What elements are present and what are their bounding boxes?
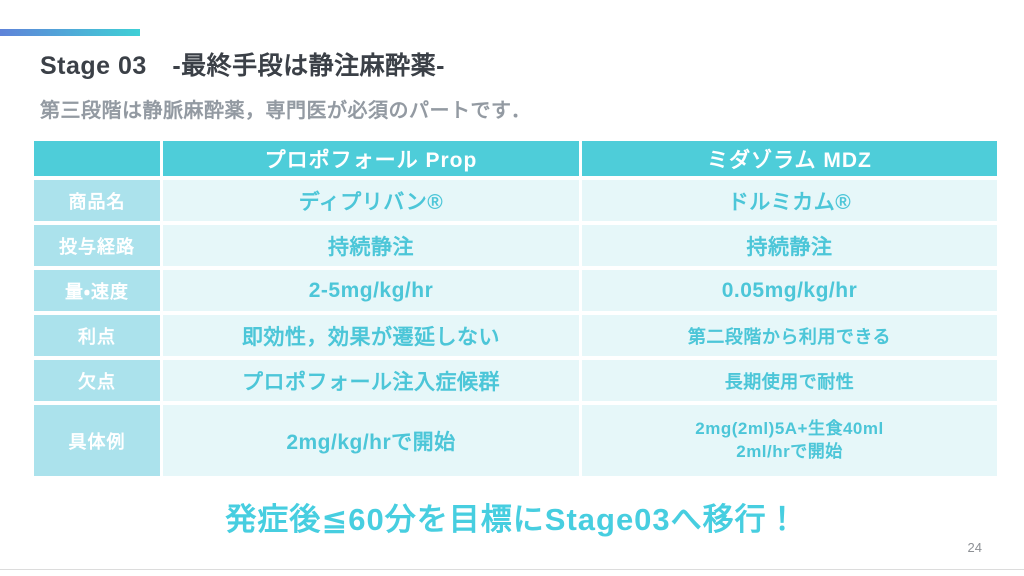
table-row-dose-rate: 量・速度 2-5mg/kg/hr 0.05mg/kg/hr [34,270,997,311]
cell-midazolam-route: 持続静注 [582,225,997,266]
cell-propofol-advantage: 即効性，効果が遷延しない [163,315,579,356]
column-header-midazolam: ミダゾラム MDZ [582,141,997,176]
cell-midazolam-example-line2: 2ml/hrで開始 [736,441,843,461]
accent-gradient-bar [0,29,140,36]
cell-midazolam-example-line1: 2mg(2ml)5A+生食40ml [695,419,884,439]
cell-midazolam-advantage: 第二段階から利用できる [582,315,997,356]
cell-midazolam-brand-name: ドルミカム® [582,180,997,221]
table-row-disadvantage: 欠点 プロポフォール注入症候群 長期使用で耐性 [34,360,997,401]
row-label-disadvantage: 欠点 [34,360,160,401]
table-row-route: 投与経路 持続静注 持続静注 [34,225,997,266]
cell-midazolam-disadvantage: 長期使用で耐性 [582,360,997,401]
table-row-example: 具体例 2mg/kg/hrで開始 2mg(2ml)5A+生食40ml 2ml/h… [34,405,997,476]
row-label-route: 投与経路 [34,225,160,266]
cell-midazolam-example: 2mg(2ml)5A+生食40ml 2ml/hrで開始 [582,405,997,476]
page-number: 24 [967,540,982,555]
slide-title: Stage 03 -最終手段は静注麻酔薬- [40,52,445,80]
cell-propofol-brand-name: ディプリバン® [163,180,579,221]
row-label-example: 具体例 [34,405,160,476]
table-row-brand-name: 商品名 ディプリバン® ドルミカム® [34,180,997,221]
cell-propofol-dose-rate: 2-5mg/kg/hr [163,270,579,311]
row-label-advantage: 利点 [34,315,160,356]
table-row-advantage: 利点 即効性，効果が遷延しない 第二段階から利用できる [34,315,997,356]
bottom-divider [0,569,1024,570]
table-header-row: プロポフォール Prop ミダゾラム MDZ [34,141,997,176]
cell-propofol-route: 持続静注 [163,225,579,266]
comparison-table: プロポフォール Prop ミダゾラム MDZ 商品名 ディプリバン® ドルミカム… [31,137,1000,480]
cell-midazolam-dose-rate: 0.05mg/kg/hr [582,270,997,311]
slide-subtitle: 第三段階は静脈麻酔薬，専門医が必須のパートです． [40,100,532,122]
key-message: 発症後≦60分を目標にStage03へ移行！ [225,502,799,537]
row-label-dose-rate: 量・速度 [34,270,160,311]
cell-propofol-disadvantage: プロポフォール注入症候群 [163,360,579,401]
cell-propofol-example: 2mg/kg/hrで開始 [163,405,579,476]
table-corner-cell [34,141,160,176]
column-header-propofol: プロポフォール Prop [163,141,579,176]
row-label-brand-name: 商品名 [34,180,160,221]
